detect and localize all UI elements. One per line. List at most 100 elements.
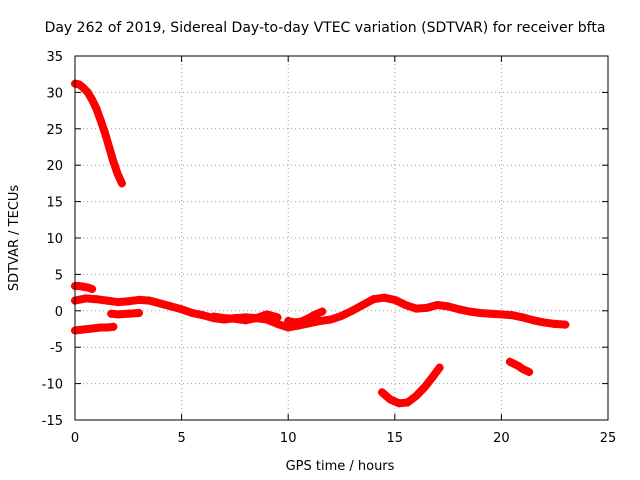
data-point — [420, 383, 429, 392]
x-tick-label: 10 — [280, 431, 297, 446]
data-point — [309, 311, 318, 320]
data-point — [92, 104, 101, 113]
y-tick-label: 30 — [46, 86, 63, 101]
data-point — [369, 295, 378, 304]
data-point — [83, 283, 92, 292]
y-tick-label: 0 — [55, 305, 63, 320]
data-point — [83, 88, 92, 97]
series-arc-spread — [209, 310, 282, 325]
data-point — [113, 310, 122, 319]
chart-title: Day 262 of 2019, Sidereal Day-to-day VTE… — [45, 20, 606, 36]
x-tick-label: 0 — [71, 431, 79, 446]
data-point — [134, 295, 143, 304]
data-point — [444, 302, 453, 311]
y-tick-label: 15 — [46, 196, 63, 211]
data-point — [134, 308, 143, 317]
data-point — [403, 398, 412, 407]
data-point — [540, 318, 549, 327]
y-tick-label: 25 — [46, 123, 63, 138]
data-point — [113, 169, 122, 178]
data-point — [550, 319, 559, 328]
data-point — [380, 293, 389, 302]
data-point — [252, 314, 261, 323]
data-point — [79, 84, 88, 93]
x-tick-label: 15 — [387, 431, 404, 446]
x-axis-label: GPS time / hours — [286, 459, 395, 474]
data-point — [284, 316, 293, 325]
data-point — [209, 312, 218, 321]
y-tick-label: 35 — [46, 50, 63, 65]
y-tick-label: -10 — [42, 378, 63, 393]
data-point — [316, 316, 325, 325]
series-arc-dip — [378, 363, 444, 408]
data-point — [88, 284, 97, 293]
data-point — [486, 309, 495, 318]
data-point — [198, 311, 207, 320]
data-point — [117, 179, 126, 188]
data-point — [156, 299, 165, 308]
data-point — [429, 372, 438, 381]
data-point — [273, 313, 282, 322]
data-point — [303, 314, 312, 323]
x-tick-label: 5 — [177, 431, 185, 446]
series-arc-low-start — [71, 322, 118, 335]
data-point — [529, 316, 538, 325]
y-tick-label: 5 — [55, 268, 63, 283]
data-point — [412, 304, 421, 313]
data-point — [109, 157, 118, 166]
data-point — [166, 302, 175, 311]
data-point — [433, 300, 442, 309]
x-tick-label: 20 — [493, 431, 510, 446]
data-point — [109, 322, 118, 331]
data-point — [422, 303, 431, 312]
data-point — [124, 297, 133, 306]
y-tick-label: 10 — [46, 232, 63, 247]
data-point — [401, 300, 410, 309]
data-point — [326, 315, 335, 324]
data-point — [75, 80, 84, 89]
data-point — [100, 128, 109, 137]
y-tick-label: 20 — [46, 159, 63, 174]
data-point — [318, 307, 327, 316]
series-arc-early-decline — [71, 79, 126, 188]
y-axis-label: SDTVAR / TECUs — [7, 185, 22, 292]
data-point — [435, 363, 444, 372]
data-point — [102, 296, 111, 305]
data-point — [177, 305, 186, 314]
y-tick-label: -15 — [42, 414, 63, 429]
data-point — [518, 313, 527, 322]
data-point — [230, 314, 239, 323]
y-tick-label: -5 — [50, 341, 63, 356]
data-point — [518, 365, 527, 374]
data-point — [124, 309, 133, 318]
data-point — [145, 296, 154, 305]
data-point — [96, 116, 105, 125]
data-point — [454, 305, 463, 314]
data-point — [81, 294, 90, 303]
data-point — [220, 314, 229, 323]
data-point — [378, 388, 387, 397]
data-point — [412, 391, 421, 400]
data-point — [514, 362, 523, 371]
data-point — [188, 308, 197, 317]
axis-ticks: 0 5 10 15 20 25 -15 -10 -5 0 5 10 15 20 25 30 35 — [42, 50, 617, 446]
data-point — [296, 317, 305, 326]
x-tick-label: 25 — [600, 431, 617, 446]
data-point — [262, 310, 271, 319]
data-point — [465, 307, 474, 316]
data-point — [561, 320, 570, 329]
data-point — [505, 357, 514, 366]
data-points — [71, 79, 570, 408]
grid-lines — [75, 56, 608, 420]
data-point — [358, 300, 367, 309]
data-point — [92, 295, 101, 304]
data-point — [386, 395, 395, 404]
data-point — [113, 298, 122, 307]
data-point — [348, 306, 357, 315]
series-arc-main — [71, 293, 570, 332]
series-arc-late-descent — [505, 357, 534, 376]
data-point — [105, 143, 114, 151]
series-arc-late-short — [284, 307, 327, 327]
